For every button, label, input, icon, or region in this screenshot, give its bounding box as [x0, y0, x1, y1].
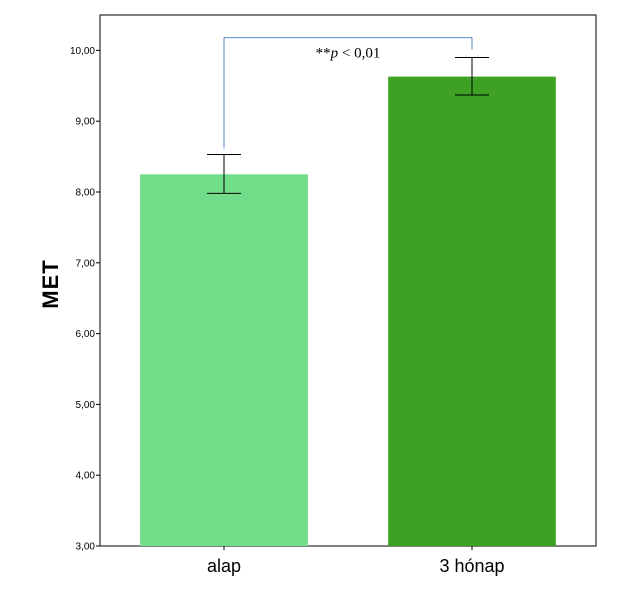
bar-1 [140, 174, 308, 547]
significance-threshold: < 0,01 [338, 46, 380, 62]
significance-label: **p < 0,01 [316, 46, 381, 62]
significance-stars: ** [316, 46, 331, 62]
y-tick-label: 8,00 [76, 188, 96, 199]
x-category-label: alap [207, 556, 241, 576]
y-tick-label: 4,00 [76, 471, 96, 482]
bar-2 [388, 76, 556, 546]
bars-group [140, 76, 556, 547]
significance-bracket [223, 37, 473, 149]
significance-annotation: **p < 0,01 [223, 37, 473, 149]
significance-p-symbol: p [330, 46, 339, 62]
y-tick-label: 10,00 [70, 46, 95, 57]
y-tick-label: 6,00 [76, 329, 96, 340]
x-axis: alap 3 hónap [207, 546, 505, 576]
y-tick-label: 3,00 [76, 542, 96, 553]
y-tick-label: 9,00 [76, 117, 96, 128]
y-tick-label: 5,00 [76, 400, 96, 411]
error-bars-group [207, 56, 489, 194]
plot-frame [99, 14, 597, 547]
y-axis: 3,00 4,00 5,00 6,00 7,00 8,00 9,00 10,00 [70, 46, 100, 553]
y-tick-label: 7,00 [76, 258, 96, 269]
x-category-label: 3 hónap [439, 556, 504, 576]
y-axis-title: MET [38, 259, 63, 308]
